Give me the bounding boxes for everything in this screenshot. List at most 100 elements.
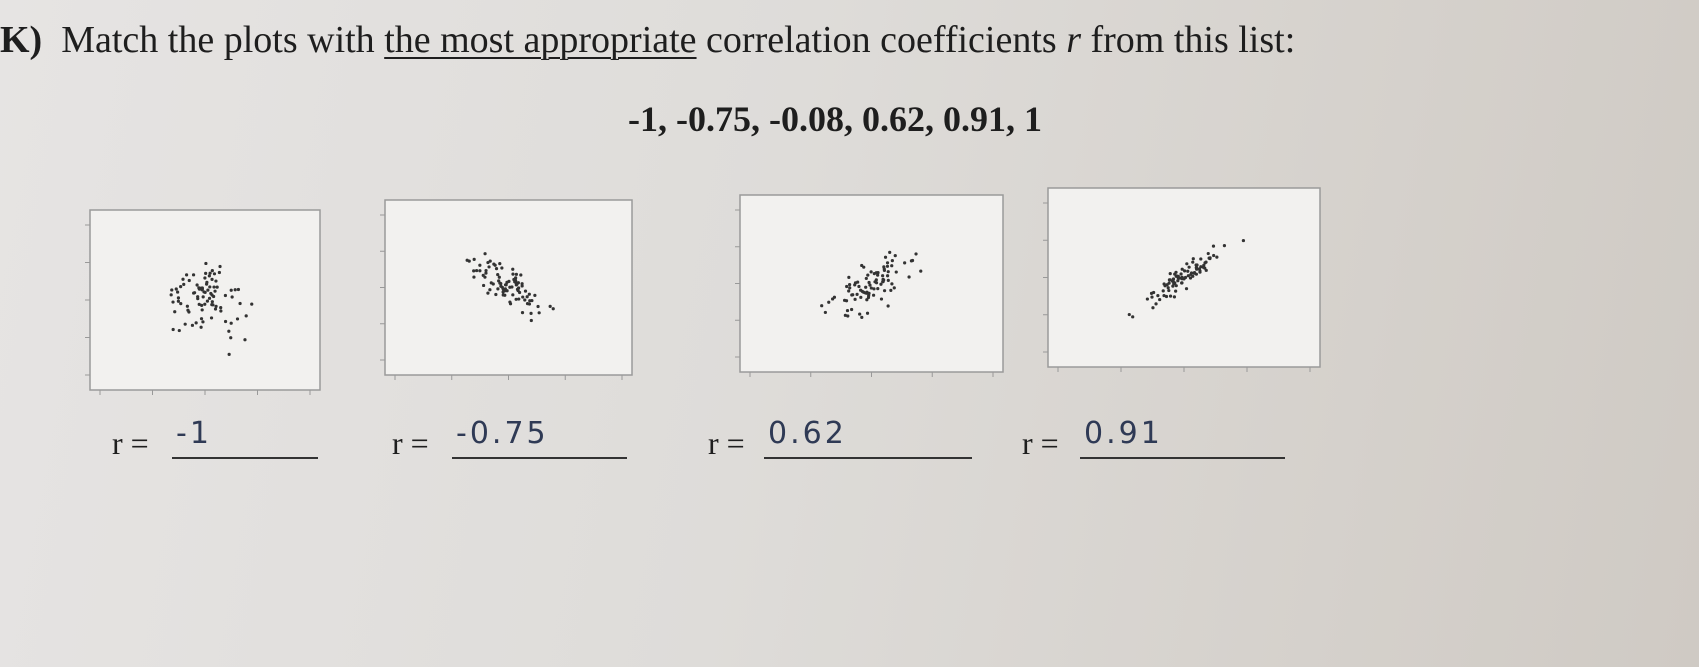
scatter-dot <box>169 293 173 297</box>
scatter-dot <box>1150 295 1154 299</box>
scatter-dot <box>1176 274 1180 278</box>
scatter-dot <box>893 254 897 258</box>
scatter-dot <box>525 302 530 306</box>
variable: r <box>1066 19 1081 61</box>
scatter-dot <box>205 299 210 303</box>
scatter-dot <box>475 268 479 273</box>
scatter-dot <box>888 250 892 255</box>
scatter-dot <box>867 291 871 296</box>
scatter-dot <box>1168 272 1172 276</box>
scatter-dot <box>855 292 859 297</box>
scatter-dot <box>881 274 885 278</box>
scatter-dot <box>494 267 499 271</box>
scatter-dot <box>1183 275 1188 280</box>
scatter-dot <box>1208 256 1212 260</box>
scatter-dot <box>214 279 218 283</box>
scatter-dot <box>214 304 218 308</box>
scatter-dot <box>210 277 214 281</box>
scatter-dot <box>218 264 222 269</box>
scatter-dot <box>200 308 204 312</box>
scatter-dot <box>233 288 237 292</box>
scatter-dot <box>885 261 890 265</box>
scatter-dot <box>853 297 857 301</box>
scatter-dot <box>511 293 515 297</box>
scatter-dot <box>1180 281 1184 285</box>
scatter-dot <box>212 285 216 289</box>
scatter-dot <box>1172 295 1177 299</box>
scatter-dot <box>1198 269 1202 273</box>
scatter-dot <box>244 314 248 318</box>
scatter-dot <box>492 262 496 266</box>
scatter-dot <box>1176 279 1180 283</box>
text: Match the plots with <box>61 19 375 61</box>
scatter-dot <box>179 302 183 306</box>
scatter-dot <box>496 272 500 277</box>
scatter-dot <box>1154 302 1158 306</box>
scatter-dot <box>185 304 189 308</box>
scatter-dot <box>250 302 254 306</box>
answer-line <box>764 457 972 459</box>
scatter-dot <box>208 285 212 289</box>
scatter-dot <box>848 286 852 290</box>
scatter-dot <box>851 293 855 297</box>
scatter-dot <box>203 302 207 306</box>
scatter-dot <box>210 300 214 304</box>
scatter-dot <box>1173 272 1177 276</box>
scatter-dot <box>853 283 857 287</box>
scatter-dot <box>177 328 181 333</box>
scatter-dot <box>201 295 205 299</box>
scatter-dot <box>1215 255 1219 259</box>
scatter-dot <box>1131 315 1135 319</box>
scatter-dot <box>498 262 502 266</box>
scatter-dot <box>882 265 886 269</box>
handwritten-answer: 0.62 <box>768 416 847 451</box>
scatter-dot <box>881 277 885 281</box>
scatter-dot <box>823 310 827 315</box>
scatter-dot <box>203 290 207 295</box>
scatter-dot <box>869 270 873 274</box>
answer-line <box>1080 457 1285 459</box>
scatter-dot <box>864 285 868 289</box>
scatter-dot <box>1151 306 1155 310</box>
scatter-dot <box>183 322 187 326</box>
scatter-dot <box>1174 284 1178 288</box>
scatter-dot <box>894 270 898 274</box>
scatter-dot <box>187 278 191 283</box>
scatter-dot <box>860 315 864 319</box>
scatter-dot <box>914 252 918 256</box>
scatter-dot <box>186 308 190 312</box>
plot-frame <box>89 209 321 391</box>
scatter-dot <box>845 284 849 289</box>
scatter-dot <box>517 286 521 290</box>
scatter-dot <box>868 283 872 287</box>
scatter-dot <box>874 271 878 275</box>
scatter-dot <box>843 313 847 317</box>
scatter-dot <box>903 261 907 265</box>
scatter-dot <box>519 273 523 277</box>
scatter-dot <box>533 293 537 297</box>
scatter-dot <box>1152 290 1156 295</box>
scatter-dot <box>173 310 177 314</box>
scatter-dot <box>204 261 208 266</box>
scatter-dot <box>501 293 505 297</box>
scatter-dot <box>484 268 488 273</box>
scatter-dot <box>857 284 861 289</box>
answer-label: r = <box>1022 425 1059 461</box>
scatter-dot <box>869 286 873 290</box>
scatter-dot <box>204 282 209 286</box>
scatter-dot <box>498 281 502 285</box>
scatter-dot <box>235 317 240 321</box>
scatter-dot <box>227 352 231 356</box>
scatter-dot <box>200 288 204 292</box>
scatter-dot <box>203 276 207 280</box>
scatter-dot <box>890 264 894 268</box>
scatter-dot <box>520 311 525 315</box>
scatter-dot <box>194 321 198 325</box>
scatter-dot <box>879 282 883 286</box>
scatter-dot <box>170 288 174 292</box>
scatter-dot <box>862 265 866 269</box>
scatter-dot <box>1191 260 1195 264</box>
scatter-dot <box>847 275 851 279</box>
scatter-dot <box>1194 266 1199 270</box>
scatter-dot <box>864 291 868 295</box>
